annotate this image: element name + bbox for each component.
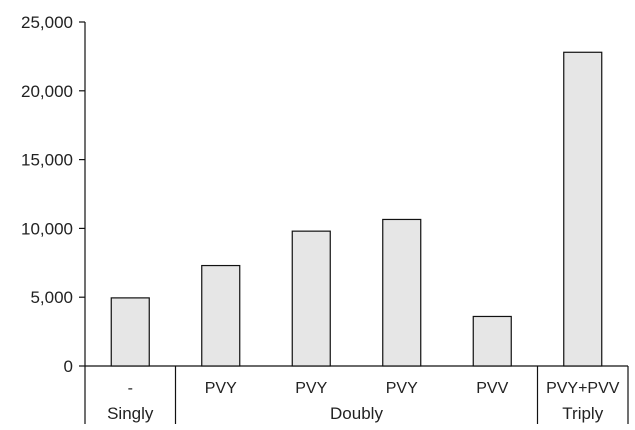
group-label: Doubly [330,404,383,423]
y-tick-label: 0 [64,357,73,376]
chart-bars [110,51,603,367]
bar [472,315,512,367]
bar [382,218,422,367]
category-label: PVY+PVV [546,380,620,397]
group-label: Triply [562,404,603,423]
category-label: - [128,380,133,397]
bar [563,51,603,367]
chart-axes [79,21,629,424]
chart-labels: 0 5,000 10,000 15,000 20,000 25,000 - PVY PVY PVY… [21,13,620,423]
bar [291,230,331,367]
y-tick-label: 15,000 [21,151,73,170]
y-tick-label: 25,000 [21,13,73,32]
bar [201,264,241,367]
bar [110,297,150,367]
y-tick-label: 10,000 [21,219,73,238]
group-label: Singly [107,404,154,423]
y-tick-label: 20,000 [21,82,73,101]
category-label: PVY [386,380,418,397]
category-label: PVV [476,380,508,397]
y-tick-label: 5,000 [30,288,73,307]
category-label: PVY [295,380,327,397]
category-label: PVY [205,380,237,397]
